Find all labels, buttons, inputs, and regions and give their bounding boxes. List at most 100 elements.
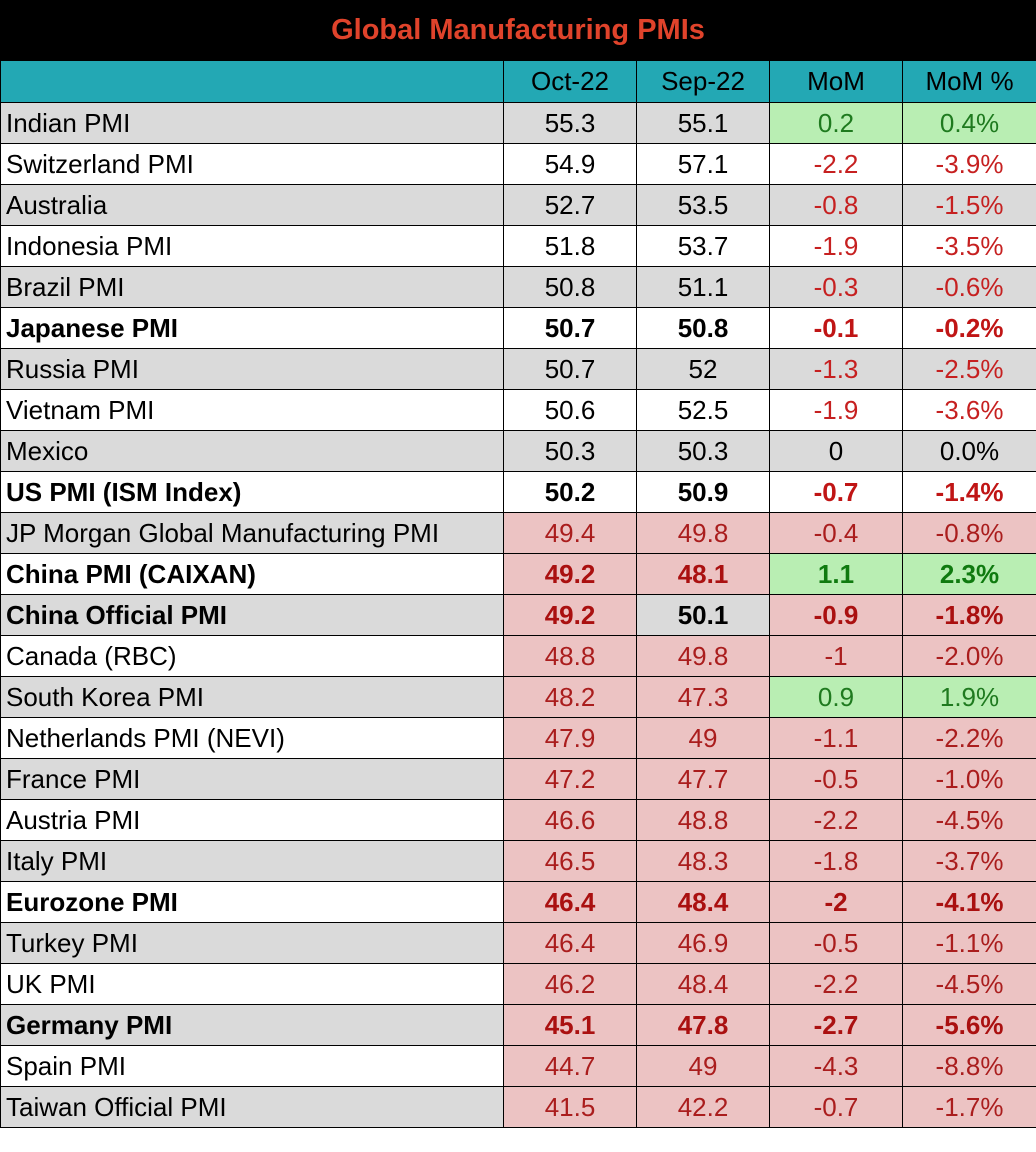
mom-value: -0.1 xyxy=(769,307,903,349)
mom-value: -1.1 xyxy=(769,717,903,759)
table-row: Canada (RBC) 48.8 49.8 -1 -2.0% xyxy=(0,635,1036,677)
table-row: South Korea PMI 48.2 47.3 0.9 1.9% xyxy=(0,676,1036,718)
table-row: Taiwan Official PMI 41.5 42.2 -0.7 -1.7% xyxy=(0,1086,1036,1128)
sep-22-value: 49 xyxy=(636,717,770,759)
mom-pct-value: -0.8% xyxy=(902,512,1036,554)
mom-value: -0.3 xyxy=(769,266,903,308)
mom-pct-value: 0.4% xyxy=(902,102,1036,144)
table-body: Indian PMI 55.3 55.1 0.2 0.4% Switzerland PMI… xyxy=(0,102,1036,1128)
table-row: Indonesia PMI 51.8 53.7 -1.9 -3.5% xyxy=(0,225,1036,267)
country-name: Brazil PMI xyxy=(0,266,504,308)
table-row: Brazil PMI 50.8 51.1 -0.3 -0.6% xyxy=(0,266,1036,308)
mom-pct-value: -1.4% xyxy=(902,471,1036,513)
country-name: Taiwan Official PMI xyxy=(0,1086,504,1128)
oct-22-value: 46.5 xyxy=(503,840,637,882)
mom-value: 1.1 xyxy=(769,553,903,595)
table-row: Indian PMI 55.3 55.1 0.2 0.4% xyxy=(0,102,1036,144)
sep-22-value: 46.9 xyxy=(636,922,770,964)
sep-22-value: 52.5 xyxy=(636,389,770,431)
table-title: Global Manufacturing PMIs xyxy=(0,0,1036,60)
oct-22-value: 49.4 xyxy=(503,512,637,554)
sep-22-value: 53.5 xyxy=(636,184,770,226)
country-name: Japanese PMI xyxy=(0,307,504,349)
oct-22-value: 47.2 xyxy=(503,758,637,800)
table-row: Eurozone PMI 46.4 48.4 -2 -4.1% xyxy=(0,881,1036,923)
header-sep-22: Sep-22 xyxy=(636,60,770,103)
header-country xyxy=(0,60,504,103)
sep-22-value: 50.9 xyxy=(636,471,770,513)
mom-value: 0 xyxy=(769,430,903,472)
mom-pct-value: -4.1% xyxy=(902,881,1036,923)
sep-22-value: 55.1 xyxy=(636,102,770,144)
country-name: China Official PMI xyxy=(0,594,504,636)
table-row: Japanese PMI 50.7 50.8 -0.1 -0.2% xyxy=(0,307,1036,349)
mom-value: 0.9 xyxy=(769,676,903,718)
sep-22-value: 49 xyxy=(636,1045,770,1087)
pmi-table: Oct-22 Sep-22 MoM MoM % Indian PMI 55.3 55… xyxy=(0,60,1036,1128)
oct-22-value: 52.7 xyxy=(503,184,637,226)
oct-22-value: 50.6 xyxy=(503,389,637,431)
mom-pct-value: -0.2% xyxy=(902,307,1036,349)
sep-22-value: 48.8 xyxy=(636,799,770,841)
mom-pct-value: -3.7% xyxy=(902,840,1036,882)
oct-22-value: 55.3 xyxy=(503,102,637,144)
mom-value: -0.7 xyxy=(769,1086,903,1128)
mom-value: -0.5 xyxy=(769,922,903,964)
oct-22-value: 50.2 xyxy=(503,471,637,513)
sep-22-value: 47.3 xyxy=(636,676,770,718)
mom-pct-value: -4.5% xyxy=(902,963,1036,1005)
table-row: Switzerland PMI 54.9 57.1 -2.2 -3.9% xyxy=(0,143,1036,185)
oct-22-value: 46.2 xyxy=(503,963,637,1005)
sep-22-value: 48.3 xyxy=(636,840,770,882)
mom-pct-value: -2.2% xyxy=(902,717,1036,759)
country-name: Spain PMI xyxy=(0,1045,504,1087)
mom-value: -0.5 xyxy=(769,758,903,800)
oct-22-value: 47.9 xyxy=(503,717,637,759)
oct-22-value: 54.9 xyxy=(503,143,637,185)
mom-value: -1.3 xyxy=(769,348,903,390)
table-row: Turkey PMI 46.4 46.9 -0.5 -1.1% xyxy=(0,922,1036,964)
sep-22-value: 50.3 xyxy=(636,430,770,472)
header-mom-pct: MoM % xyxy=(902,60,1036,103)
mom-pct-value: 0.0% xyxy=(902,430,1036,472)
oct-22-value: 51.8 xyxy=(503,225,637,267)
country-name: US PMI (ISM Index) xyxy=(0,471,504,513)
country-name: Eurozone PMI xyxy=(0,881,504,923)
sep-22-value: 47.7 xyxy=(636,758,770,800)
country-name: JP Morgan Global Manufacturing PMI xyxy=(0,512,504,554)
table-row: China PMI (CAIXAN) 49.2 48.1 1.1 2.3% xyxy=(0,553,1036,595)
oct-22-value: 49.2 xyxy=(503,553,637,595)
table-row: Mexico 50.3 50.3 0 0.0% xyxy=(0,430,1036,472)
mom-pct-value: -1.1% xyxy=(902,922,1036,964)
sep-22-value: 53.7 xyxy=(636,225,770,267)
country-name: Netherlands PMI (NEVI) xyxy=(0,717,504,759)
mom-value: 0.2 xyxy=(769,102,903,144)
table-row: Spain PMI 44.7 49 -4.3 -8.8% xyxy=(0,1045,1036,1087)
header-row: Oct-22 Sep-22 MoM MoM % xyxy=(0,60,1036,103)
country-name: Canada (RBC) xyxy=(0,635,504,677)
mom-value: -1.9 xyxy=(769,389,903,431)
country-name: Turkey PMI xyxy=(0,922,504,964)
oct-22-value: 44.7 xyxy=(503,1045,637,1087)
country-name: Vietnam PMI xyxy=(0,389,504,431)
oct-22-value: 48.8 xyxy=(503,635,637,677)
country-name: Austria PMI xyxy=(0,799,504,841)
mom-pct-value: -2.0% xyxy=(902,635,1036,677)
header-mom: MoM xyxy=(769,60,903,103)
country-name: Australia xyxy=(0,184,504,226)
oct-22-value: 45.1 xyxy=(503,1004,637,1046)
mom-pct-value: -3.9% xyxy=(902,143,1036,185)
mom-value: -1.9 xyxy=(769,225,903,267)
oct-22-value: 50.3 xyxy=(503,430,637,472)
country-name: China PMI (CAIXAN) xyxy=(0,553,504,595)
mom-value: -0.8 xyxy=(769,184,903,226)
country-name: Russia PMI xyxy=(0,348,504,390)
sep-22-value: 50.8 xyxy=(636,307,770,349)
sep-22-value: 52 xyxy=(636,348,770,390)
country-name: Italy PMI xyxy=(0,840,504,882)
header-oct-22: Oct-22 xyxy=(503,60,637,103)
sep-22-value: 48.4 xyxy=(636,881,770,923)
oct-22-value: 50.8 xyxy=(503,266,637,308)
mom-pct-value: -1.5% xyxy=(902,184,1036,226)
oct-22-value: 41.5 xyxy=(503,1086,637,1128)
